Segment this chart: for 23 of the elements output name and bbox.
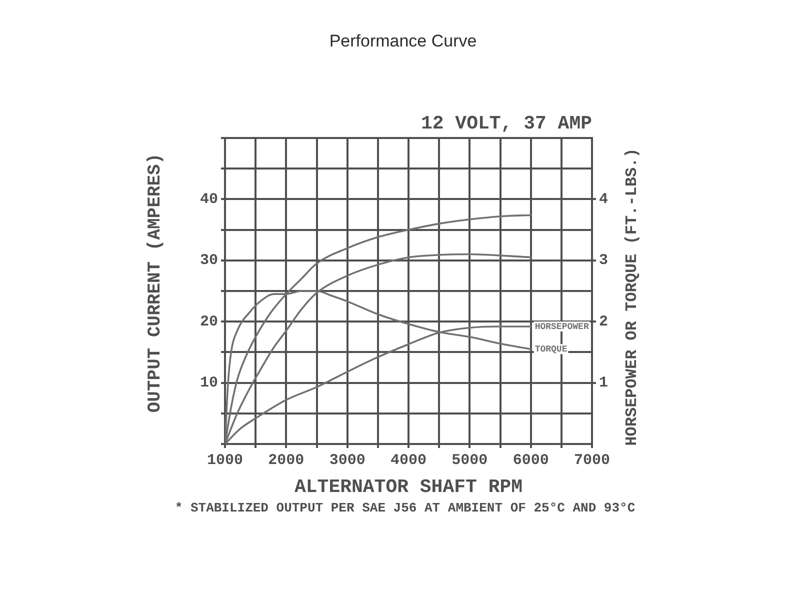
x-tick-label: 3000 <box>329 452 366 469</box>
y2-tick-label: 3 <box>599 252 608 270</box>
y-tick-label: 40 <box>200 190 218 208</box>
x-tick-label: 7000 <box>574 452 610 469</box>
chart-subtitle: 12 VOLT, 37 AMP <box>420 112 592 134</box>
y2-tick-label: 4 <box>599 190 608 208</box>
series-label: TORQUE <box>534 344 568 354</box>
y2-tick-label: 2 <box>599 313 608 330</box>
y2-tick-label: 1 <box>599 374 608 392</box>
text: * STABILIZED OUTPUT PER SAE J56 AT AMBIENT OF 25°C AND 93°C <box>174 500 636 516</box>
chart-title: Performance Curve <box>329 32 477 51</box>
x-tick-label: 1000 <box>206 452 244 469</box>
y-tick-label: 20 <box>200 313 218 330</box>
x-tick-label: 2000 <box>268 452 304 469</box>
x-tick-label: 5000 <box>452 452 488 469</box>
x-axis-title: ALTERNATOR SHAFT RPM <box>294 476 523 498</box>
y-axis-title: OUTPUT CURRENT (AMPERES) <box>146 153 166 413</box>
y-tick-label: 30 <box>200 252 218 270</box>
series-label: HORSEPOWER <box>534 322 590 332</box>
x-tick-label: 4000 <box>390 452 427 469</box>
x-tick-label: 6000 <box>512 452 549 469</box>
y2-axis-title: HORSEPOWER OR TORQUE (FT.-LBS.) <box>623 148 642 446</box>
y-tick-label: 10 <box>200 374 218 392</box>
